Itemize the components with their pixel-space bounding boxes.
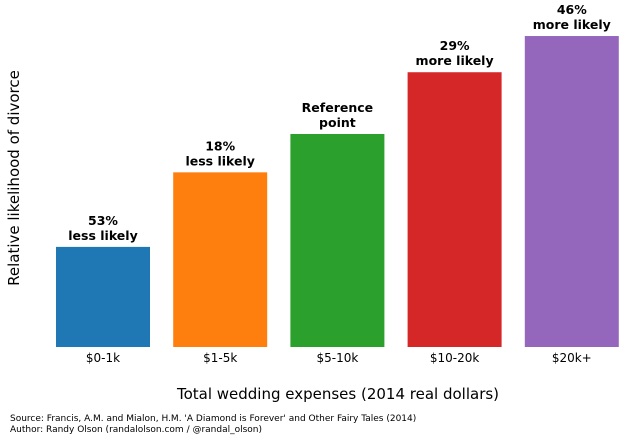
bar <box>524 36 619 348</box>
data-label: point <box>319 115 356 130</box>
data-label: less likely <box>68 228 137 243</box>
data-label: 29% <box>440 38 470 53</box>
data-label: Reference <box>302 100 373 115</box>
data-label: more likely <box>533 17 611 32</box>
source-note: Source: Francis, A.M. and Mialon, H.M. '… <box>10 414 417 424</box>
x-axis-label: Total wedding expenses (2014 real dollar… <box>176 385 499 403</box>
x-tick-label: $10-20k <box>430 351 480 365</box>
x-tick-label: $20k+ <box>552 351 592 365</box>
x-tick-label: $1-5k <box>203 351 237 365</box>
bar <box>290 134 385 347</box>
data-label: 53% <box>88 213 118 228</box>
bar <box>173 172 268 347</box>
data-label: 18% <box>205 138 235 153</box>
x-tick-label: $0-1k <box>86 351 120 365</box>
author-note: Author: Randy Olson (randalolson.com / @… <box>10 425 263 435</box>
bar <box>407 72 502 347</box>
data-label: less likely <box>185 153 254 168</box>
bar <box>56 246 150 347</box>
data-label: more likely <box>416 53 494 68</box>
x-tick-label: $5-10k <box>316 351 358 365</box>
data-label: 46% <box>557 2 587 17</box>
y-axis-label: Relative likelihood of divorce <box>5 70 23 286</box>
